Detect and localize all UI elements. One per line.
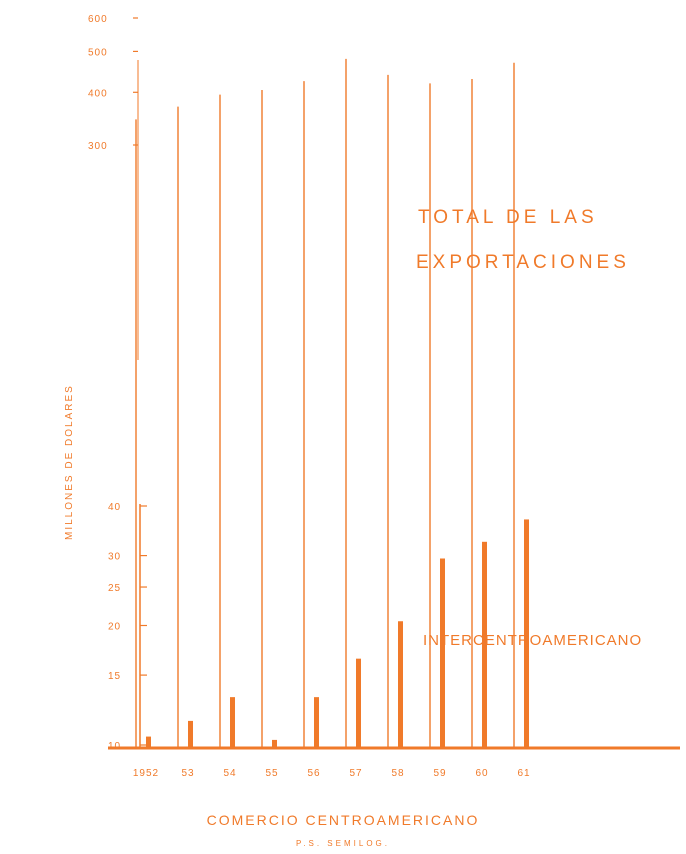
- y-tick-label-600: 600: [88, 14, 108, 25]
- x-tick-label-61: 61: [517, 768, 530, 779]
- y-tick-label-15: 15: [108, 671, 121, 682]
- total-label-line-2: EXPORTACIONES: [416, 252, 630, 273]
- intercentro-bar-57: [356, 658, 361, 748]
- intercentroamericano-bars: [146, 519, 529, 748]
- scale-note: P.S. SEMILOG.: [296, 839, 390, 848]
- intercentro-bar-56: [314, 697, 319, 748]
- intercentro-bar-54: [230, 697, 235, 748]
- y-tick-label-25: 25: [108, 583, 121, 594]
- y-axis-label: MILLONES DE DOLARES: [64, 384, 75, 540]
- x-tick-label-1952: 1952: [133, 768, 159, 779]
- intercentro-bar-55: [272, 739, 277, 748]
- y-axis-ticks: 600 500 400 300 40 30 25 20 15 10: [88, 14, 147, 752]
- intercentro-bar-53: [188, 720, 193, 748]
- y-tick-label-30: 30: [108, 552, 121, 563]
- x-tick-label-57: 57: [349, 768, 362, 779]
- x-axis-ticks: 1952 53 54 55 56 57 58 59 60 61: [133, 768, 530, 779]
- x-tick-label-56: 56: [307, 768, 320, 779]
- intercentro-bar-59: [440, 558, 445, 748]
- total-label-line-1: TOTAL DE LAS: [418, 207, 598, 228]
- y-tick-label-20: 20: [108, 622, 121, 633]
- intercentro-bar-60: [482, 541, 487, 748]
- y-tick-label-400: 400: [88, 88, 108, 99]
- intercentro-bar-61: [524, 519, 529, 748]
- x-tick-label-59: 59: [433, 768, 446, 779]
- y-tick-label-500: 500: [88, 47, 108, 58]
- y-tick-label-300: 300: [88, 141, 108, 152]
- intercentro-bar-58: [398, 621, 403, 748]
- x-tick-label-53: 53: [181, 768, 194, 779]
- y-tick-label-40: 40: [108, 502, 121, 513]
- x-tick-label-58: 58: [391, 768, 404, 779]
- x-axis-title: COMERCIO CENTROAMERICANO: [207, 812, 480, 828]
- intercentro-bar-1952: [146, 736, 151, 748]
- total-export-lines: [135, 58, 515, 748]
- x-tick-label-55: 55: [265, 768, 278, 779]
- y-tick-label-10: 10: [108, 741, 121, 752]
- x-tick-label-54: 54: [223, 768, 236, 779]
- x-tick-label-60: 60: [475, 768, 488, 779]
- intercentroamericano-label: INTERCENTROAMERICANO: [423, 632, 642, 649]
